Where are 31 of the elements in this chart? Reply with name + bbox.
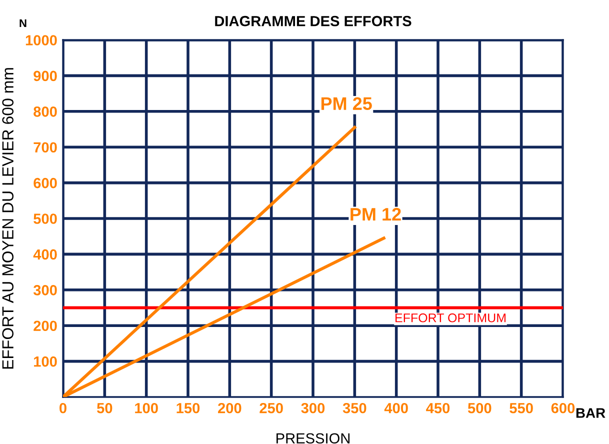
x-tick-label: 200 — [218, 402, 242, 414]
x-tick-label: 400 — [384, 402, 408, 414]
y-tick-label: 100 — [34, 356, 57, 367]
chart-title: DIAGRAMME DES EFFORTS — [215, 16, 412, 26]
y-tick-label: 1000 — [26, 35, 57, 46]
x-tick-label: 500 — [468, 402, 492, 414]
y-tick-label: 800 — [34, 106, 57, 117]
y-tick-label: 200 — [34, 320, 57, 332]
x-tick-label: 0 — [60, 402, 66, 414]
text: BAR — [576, 408, 606, 418]
x-tick-label: 150 — [176, 402, 200, 414]
x-axis-title: PRESSION — [276, 433, 350, 444]
text: N — [20, 19, 26, 27]
y-tick-label: 600 — [34, 178, 57, 188]
x-tick-label: 300 — [301, 402, 325, 414]
ref-line-label: EFFORT OPTIMUM — [396, 313, 506, 322]
y-tick-label: 400 — [33, 249, 57, 260]
x-tick-label: 100 — [135, 402, 158, 414]
y-tick-label: 900 — [34, 70, 57, 82]
series-label: PM 12 — [350, 208, 401, 220]
x-tick-label: 250 — [260, 402, 283, 414]
x-tick-label: 550 — [510, 402, 533, 414]
series-label: PM 25 — [321, 97, 372, 110]
x-tick-label: 350 — [342, 402, 366, 414]
x-tick-label: 450 — [426, 402, 450, 414]
y-tick-label: 500 — [34, 214, 57, 224]
y-tick-label: 700 — [34, 142, 57, 153]
y-tick-label: 300 — [33, 285, 57, 296]
x-tick-label: 50 — [97, 402, 112, 414]
y-axis-title: EFFORT AU MOYEN DU LEVIER 600 mm — [2, 68, 14, 369]
x-tick-label: 600 — [551, 402, 575, 414]
